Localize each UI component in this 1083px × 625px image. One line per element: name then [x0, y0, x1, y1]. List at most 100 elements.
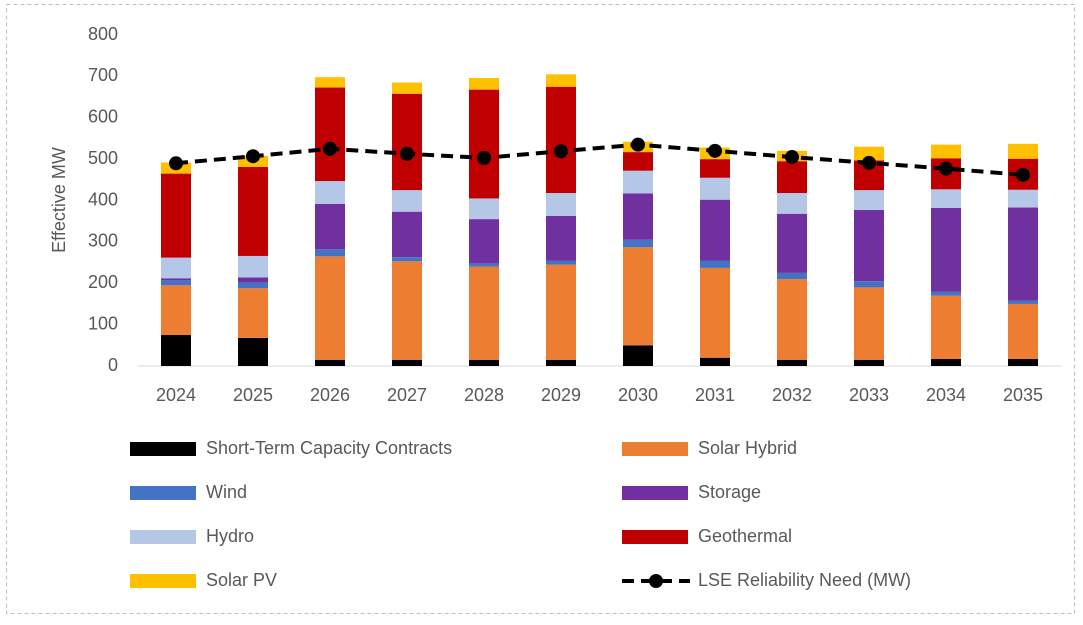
bar-segment	[623, 345, 653, 366]
bar-segment	[546, 86, 576, 194]
bar-segment	[238, 277, 268, 283]
legend-swatch	[130, 530, 196, 544]
bar-segment	[623, 170, 653, 194]
x-tick-label: 2026	[310, 385, 350, 405]
bar-segment	[161, 278, 191, 281]
y-tick-label: 200	[88, 272, 118, 292]
bar-segment	[238, 337, 268, 366]
bar-segment	[392, 211, 422, 258]
line	[175, 142, 1024, 177]
bar-segment	[777, 279, 807, 360]
legend-marker	[649, 574, 663, 588]
bar-segment	[315, 203, 345, 250]
bar-segment	[161, 280, 191, 286]
line-marker	[939, 161, 953, 176]
bar-segment	[546, 359, 576, 366]
bar-segment	[854, 210, 884, 282]
line-marker	[554, 144, 568, 159]
x-tick-label: 2024	[156, 385, 196, 405]
bar-segment	[1008, 189, 1038, 208]
bar-segment	[854, 287, 884, 360]
y-tick-label: 700	[88, 65, 118, 85]
bar-segment	[854, 190, 884, 211]
bar-segment	[931, 295, 961, 359]
bar-segment	[777, 359, 807, 366]
bar-segment	[931, 189, 961, 208]
bar-segment	[1008, 207, 1038, 301]
bar-segment	[161, 334, 191, 366]
line-marker	[169, 156, 183, 171]
legend-label: Geothermal	[698, 526, 792, 546]
legend-swatch	[130, 442, 196, 456]
bar-segment	[623, 239, 653, 248]
bar-segment	[623, 193, 653, 240]
bar-segment	[931, 358, 961, 366]
x-tick-label: 2028	[464, 385, 504, 405]
legend-label: Short-Term Capacity Contracts	[206, 438, 452, 458]
bar-segment	[777, 193, 807, 214]
legend-label: Storage	[698, 482, 761, 502]
legend-swatch	[622, 442, 688, 456]
x-tick-label: 2025	[233, 385, 273, 405]
legend-label: Wind	[206, 482, 247, 502]
legend-swatch	[622, 530, 688, 544]
bar-segment	[854, 281, 884, 288]
bar-segment	[238, 288, 268, 338]
bar-segment	[469, 359, 499, 366]
y-tick-label: 400	[88, 189, 118, 209]
y-tick-label: 600	[88, 107, 118, 127]
x-tick-label: 2029	[541, 385, 581, 405]
bar-segment	[777, 213, 807, 273]
bar-segment	[315, 87, 345, 182]
bar-segment	[623, 152, 653, 171]
line-marker	[785, 150, 799, 165]
bar-segment	[700, 177, 730, 200]
bar-segment	[546, 260, 576, 265]
bar-segment	[700, 199, 730, 261]
line-marker	[862, 155, 876, 170]
bar-segment	[238, 282, 268, 289]
bar-segment	[931, 144, 961, 159]
bar-segment	[161, 173, 191, 258]
line-marker	[323, 141, 337, 156]
x-tick-label: 2031	[695, 385, 735, 405]
y-tick-label: 100	[88, 313, 118, 333]
bar-segment	[469, 198, 499, 220]
line-marker	[477, 150, 491, 165]
legend-label: Solar PV	[206, 570, 277, 590]
x-tick-label: 2032	[772, 385, 812, 405]
bar-segment	[469, 219, 499, 264]
bar-segment	[546, 215, 576, 261]
legend-swatch	[130, 574, 196, 588]
legend-label: Solar Hybrid	[698, 438, 797, 458]
bar-segment	[931, 291, 961, 296]
bar-segment	[392, 82, 422, 94]
bar-segment	[854, 359, 884, 366]
bar-segment	[546, 74, 576, 87]
bar-segment	[392, 359, 422, 366]
x-tick-label: 2027	[387, 385, 427, 405]
bar-segment	[315, 359, 345, 366]
bar-segment	[469, 89, 499, 199]
bar-segment	[315, 256, 345, 360]
bar-segment	[315, 77, 345, 88]
bar-segment	[623, 247, 653, 346]
bar-segment	[392, 190, 422, 212]
bar-segment	[392, 257, 422, 262]
legend-label: LSE Reliability Need (MW)	[698, 570, 911, 590]
legend-label: Hydro	[206, 526, 254, 546]
bar-segment	[161, 257, 191, 279]
line-marker	[1016, 167, 1030, 182]
bar-segment	[392, 261, 422, 360]
line-marker	[708, 143, 722, 158]
bar-segment	[1008, 358, 1038, 366]
line-marker	[631, 137, 645, 152]
bar-segment	[777, 272, 807, 280]
bar-segment	[315, 249, 345, 257]
x-tick-label: 2033	[849, 385, 889, 405]
bar-segment	[854, 146, 884, 161]
y-axis-label: Effective MW	[49, 147, 69, 253]
bar-segment	[469, 78, 499, 90]
bar-segment	[777, 161, 807, 194]
line-marker	[246, 149, 260, 164]
